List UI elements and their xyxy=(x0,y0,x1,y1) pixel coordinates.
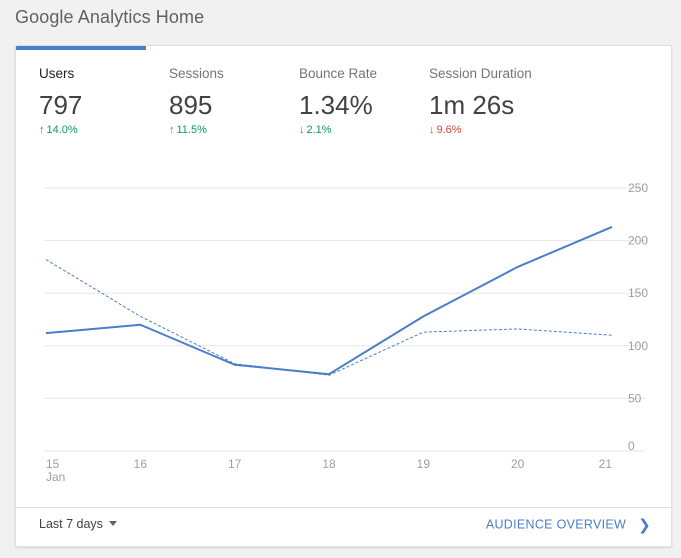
x-tick-label: 15 xyxy=(46,457,60,471)
metric-value: 797 xyxy=(39,90,83,120)
x-tick-label: 18 xyxy=(322,457,336,471)
caret-down-icon xyxy=(108,521,117,527)
x-tick-sublabel: Jan xyxy=(46,470,65,484)
x-tick-label: 16 xyxy=(134,457,148,471)
metric-tab-bounce-rate[interactable]: Bounce Rate 1.34% ↓ 2.1% xyxy=(299,66,429,137)
x-tick-label: 20 xyxy=(511,457,525,471)
metric-change-value: 14.0% xyxy=(46,124,78,136)
y-tick-label: 100 xyxy=(628,339,648,353)
users-line-chart: 0 50 100 150 200 250 15 16 17 18 19 20 21 Jan xyxy=(44,181,648,484)
metric-tab-users[interactable]: Users 797 ↑ 14.0% xyxy=(39,66,169,137)
metric-tab-session-duration[interactable]: Session Duration 1m 26s ↓ 9.6% xyxy=(429,66,609,137)
previous-period-line xyxy=(45,259,613,376)
y-tick-label: 0 xyxy=(628,439,635,453)
arrow-down-icon: ↓ xyxy=(429,124,435,136)
chevron-right-icon: ❯ xyxy=(638,517,651,534)
footer-divider xyxy=(16,507,671,508)
x-tick-label: 19 xyxy=(417,457,431,471)
y-tick-label: 50 xyxy=(628,391,642,405)
y-tick-label: 200 xyxy=(628,234,648,248)
metric-label: Sessions xyxy=(169,66,224,81)
metric-label: Session Duration xyxy=(429,66,532,81)
audience-card: Users 797 ↑ 14.0% Sessions 895 ↑ 11.5% Bou… xyxy=(15,45,672,547)
metric-value: 895 xyxy=(169,90,213,120)
metric-change-value: 9.6% xyxy=(436,124,462,136)
metric-change: ↑ 11.5% xyxy=(169,123,299,137)
arrow-down-icon: ↓ xyxy=(299,124,305,136)
metric-value: 1.34% xyxy=(299,90,373,120)
x-tick-label: 17 xyxy=(228,457,242,471)
audience-overview-label: AUDIENCE OVERVIEW xyxy=(485,517,627,532)
current-period-line xyxy=(45,226,613,376)
metric-label: Users xyxy=(39,66,75,81)
metric-change: ↓ 2.1% xyxy=(299,123,429,137)
date-range-dropdown[interactable]: Last 7 days xyxy=(39,517,117,531)
audience-overview-link[interactable]: AUDIENCE OVERVIEW ❯ xyxy=(486,516,651,534)
metric-change-value: 2.1% xyxy=(306,124,332,136)
metric-change: ↑ 14.0% xyxy=(39,123,169,137)
arrow-up-icon: ↑ xyxy=(169,124,175,136)
y-tick-label: 150 xyxy=(628,286,648,300)
metric-label: Bounce Rate xyxy=(299,66,378,81)
metric-change-value: 11.5% xyxy=(176,124,207,136)
x-tick-label: 21 xyxy=(599,457,613,471)
metric-tab-sessions[interactable]: Sessions 895 ↑ 11.5% xyxy=(169,66,299,137)
arrow-up-icon: ↑ xyxy=(39,124,45,136)
y-tick-label: 250 xyxy=(628,181,648,195)
active-tab-indicator xyxy=(16,46,146,50)
metric-value: 1m 26s xyxy=(429,90,515,120)
date-range-label: Last 7 days xyxy=(39,517,103,531)
page-title: Google Analytics Home xyxy=(15,7,205,27)
metric-change: ↓ 9.6% xyxy=(429,123,609,137)
